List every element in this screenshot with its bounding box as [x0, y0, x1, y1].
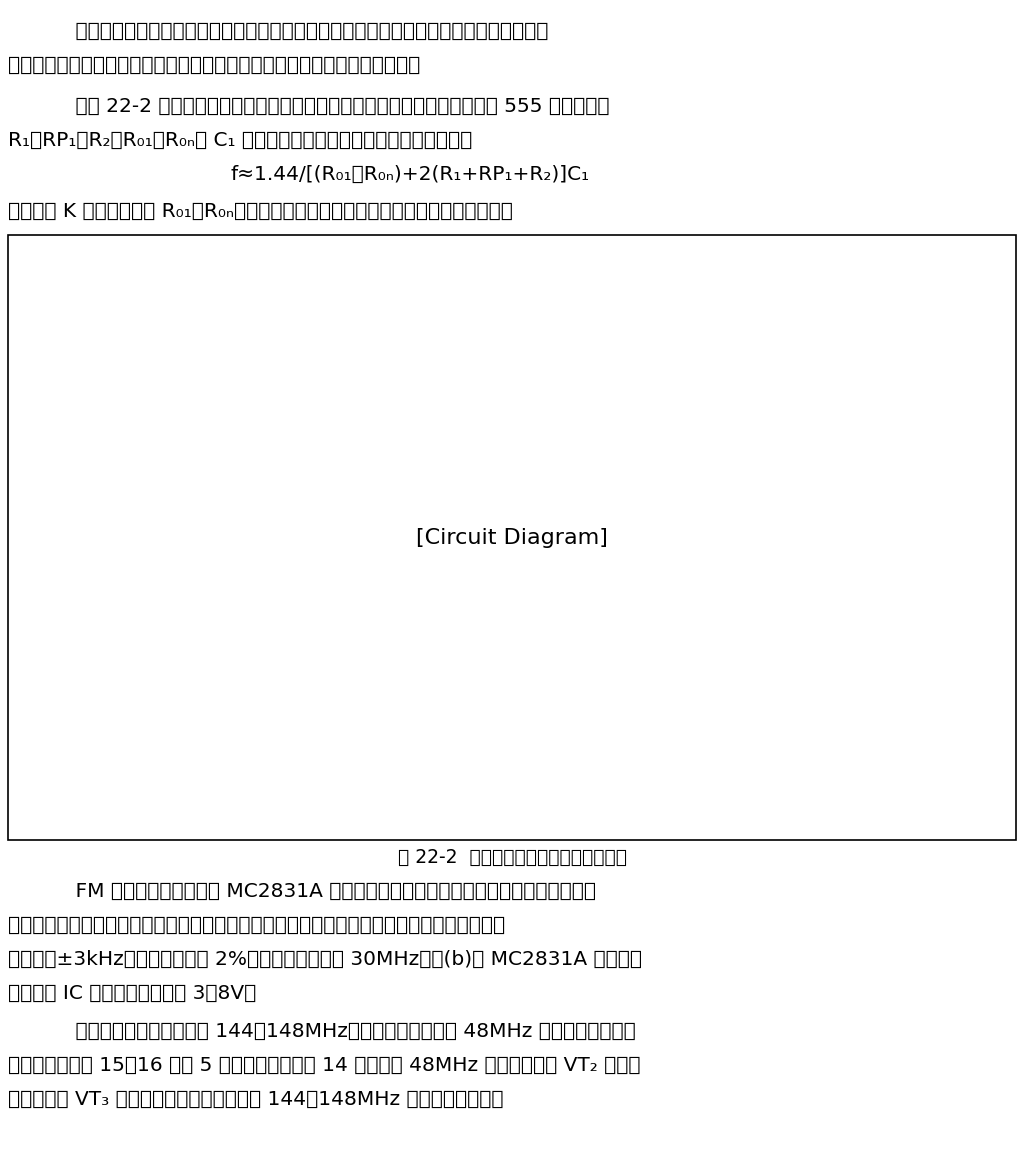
Text: R₁、RP₁、R₂、R₀₁～R₀ₙ及 C₁ 组成不同频率的数字式编码器，其振荡频率: R₁、RP₁、R₂、R₀₁～R₀ₙ及 C₁ 组成不同频率的数字式编码器，其振荡频… [8, 131, 472, 150]
Text: 图 22-2  无线电呼叫系统编码发射机电路: 图 22-2 无线电呼叫系统编码发射机电路 [397, 848, 627, 866]
Bar [8, 235, 1016, 840]
Text: 差不超过±3kHz，调制偏差小于 2%。发射频率带宽为 30MHz。图(b)为 MC2831A 的管脚功: 差不超过±3kHz，调制偏差小于 2%。发射频率带宽为 30MHz。图(b)为 … [8, 950, 642, 969]
Text: 作为通信网的一个补充或一个小区（工厂、学校、机关等）使用，物美价廉。: 作为通信网的一个补充或一个小区（工厂、学校、机关等）使用，物美价廉。 [8, 56, 420, 75]
Text: f≈1.44/[(R₀₁～R₀ₙ)+2(R₁+RP₁+R₂)]C₁: f≈1.44/[(R₀₁～R₀ₙ)+2(R₁+RP₁+R₂)]C₁ [230, 164, 590, 184]
Text: 能图。该 IC 的电压工作范围为 3～8V。: 能图。该 IC 的电压工作范围为 3～8V。 [8, 984, 256, 1003]
Text: 如图 22-2 所示，编码发射机包括编码器、调频发射机和功放。编码器采用 555 电路，它与: 如图 22-2 所示，编码发射机包括编码器、调频发射机和功放。编码器采用 555… [50, 97, 609, 116]
Text: 无线电呼叫系统近几年在我国日益增多。本袖珍无线电呼叫编码发射主机采用业余波段，: 无线电呼叫系统近几年在我国日益增多。本袖珍无线电呼叫编码发射主机采用业余波段， [50, 22, 549, 41]
Text: 叫信号分别输入 15、16 脚和 5 脚，进行调制，从 14 脚输出的 48MHz 已调信号，经 VT₂ 三倍频: 叫信号分别输入 15、16 脚和 5 脚，进行调制，从 14 脚输出的 48MH… [8, 1056, 640, 1074]
Text: 频限幅电路和音频呼叫发生器，内部有可偏移电容三点式振荡器，当晶振作振荡器时，最大偏: 频限幅电路和音频呼叫发生器，内部有可偏移电容三点式振荡器，当晶振作振荡器时，最大… [8, 917, 505, 935]
Text: 本发射系统的振荡频率为 144～148MHz。射频振荡器产生的 48MHz 高频信号和音频呼: 本发射系统的振荡频率为 144～148MHz。射频振荡器产生的 48MHz 高频… [50, 1021, 636, 1041]
Bar [8, 235, 1016, 840]
Text: 改变开关 K 的档位，接通 R₀₁～R₀ₙ中的不同阻值的电阻，可获得不同的编码脉冲频率。: 改变开关 K 的档位，接通 R₀₁～R₀ₙ中的不同阻值的电阻，可获得不同的编码脉… [8, 202, 513, 221]
Text: FM 调制和振荡电路采用 MC2831A 低功耗单片调频发射系统专用集成电路，它具有音: FM 调制和振荡电路采用 MC2831A 低功耗单片调频发射系统专用集成电路，它… [50, 882, 596, 900]
Text: 放大，再经 VT₃ 功率放大后，由天线发射出 144～148MHz 的调频呼叫信号。: 放大，再经 VT₃ 功率放大后，由天线发射出 144～148MHz 的调频呼叫信… [8, 1089, 504, 1109]
Text: [Circuit Diagram]: [Circuit Diagram] [416, 528, 608, 547]
